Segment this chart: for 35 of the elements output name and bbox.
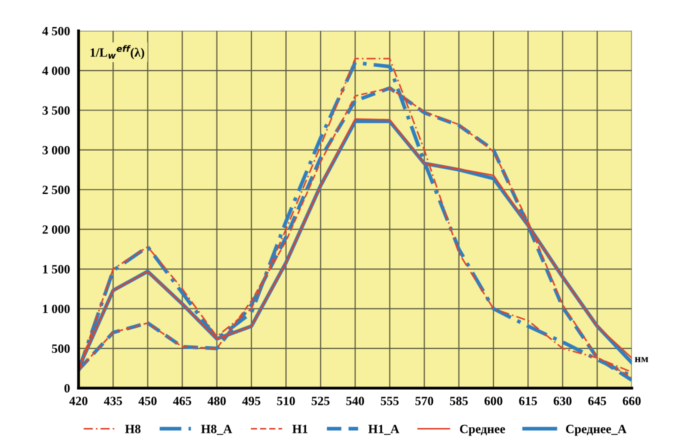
- y-tick-label: 3 500: [42, 106, 70, 115]
- y-axis-title: 1/L$_{w}$$^{eff}$(λ): [90, 45, 144, 60]
- x-tick-label: 480: [208, 396, 226, 406]
- y-tick-label: 4 500: [42, 26, 70, 36]
- legend-label: H8_A: [201, 424, 232, 435]
- legend-label: Среднее_A: [566, 424, 627, 436]
- x-tick-label: 540: [346, 396, 364, 406]
- y-tick-label: 2 000: [42, 225, 70, 234]
- legend-label: Среднее: [460, 424, 506, 436]
- x-tick-label: 510: [277, 396, 295, 406]
- y-tick-label: 2 500: [42, 186, 70, 194]
- x-tick-label: 435: [104, 396, 122, 406]
- x-tick-label: 570: [415, 396, 434, 406]
- x-tick-label: 525: [312, 396, 330, 406]
- x-tick-label: 615: [519, 396, 537, 406]
- x-tick-label: 630: [554, 396, 572, 406]
- legend-label: H1: [292, 424, 308, 434]
- legend-label: H8: [125, 424, 140, 434]
- x-axis-title: нм: [634, 357, 648, 362]
- legend-label: H1_A: [368, 424, 400, 435]
- x-tick-label: 585: [450, 396, 468, 406]
- y-tick-label: 3 000: [42, 146, 70, 154]
- x-tick-label: 495: [242, 396, 260, 406]
- y-tick-label: 0: [64, 384, 70, 393]
- y-tick-label: 1 500: [43, 265, 70, 274]
- x-tick-label: 450: [138, 396, 157, 406]
- x-tick-label: 660: [622, 396, 641, 406]
- x-tick-label: 420: [69, 396, 88, 406]
- x-tick-label: 465: [173, 396, 192, 406]
- y-tick-label: 500: [52, 344, 70, 353]
- x-tick-label: 645: [588, 396, 606, 406]
- y-tick-label: 4 000: [42, 66, 70, 76]
- x-tick-label: 555: [380, 396, 399, 406]
- y-tick-label: 1 000: [43, 304, 70, 314]
- x-tick-label: 600: [484, 396, 502, 406]
